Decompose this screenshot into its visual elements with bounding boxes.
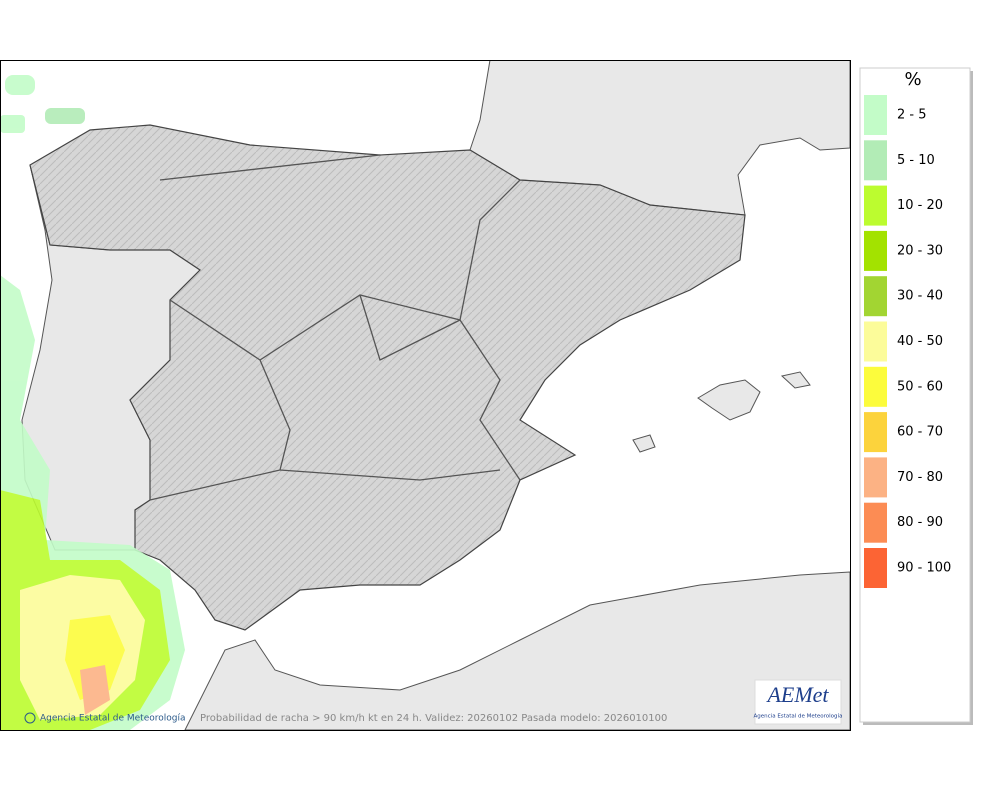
legend-label: 5 - 10 xyxy=(897,153,935,168)
legend-swatch xyxy=(864,321,887,362)
logo-text: AEMet xyxy=(765,682,829,707)
credit: Agencia Estatal de Meteorología xyxy=(40,714,186,724)
legend-swatch xyxy=(864,366,887,407)
region-borders xyxy=(149,154,521,501)
logo: AEMet Agencia Estatal de Meteorología xyxy=(754,679,843,725)
legend-unit: % xyxy=(904,69,921,90)
spain xyxy=(29,124,746,631)
legend-label: 20 - 30 xyxy=(897,243,943,258)
map: Agencia Estatal de Meteorología Probabil… xyxy=(0,60,850,730)
legend-label: 60 - 70 xyxy=(897,425,943,440)
legend-swatch xyxy=(864,185,887,226)
legend-label: 70 - 80 xyxy=(897,470,943,485)
caption: Probabilidad de racha > 90 km/h kt en 24… xyxy=(200,713,667,724)
legend-swatch xyxy=(864,276,887,317)
africa xyxy=(184,571,850,730)
legend-label: 30 - 40 xyxy=(897,289,943,304)
ibiza xyxy=(632,434,656,453)
legend-label: 40 - 50 xyxy=(897,334,943,349)
legend-label: 80 - 90 xyxy=(897,515,943,530)
mallorca xyxy=(697,379,761,421)
probability-field xyxy=(0,75,185,730)
legend-label: 50 - 60 xyxy=(897,379,943,394)
legend-items: 2 - 5 5 - 10 10 - 20 20 - 30 30 - 40 40 - 50 5… xyxy=(864,95,951,588)
menorca xyxy=(780,371,811,389)
legend-swatch xyxy=(864,412,887,453)
legend-swatch xyxy=(864,548,887,588)
legend-swatch xyxy=(864,140,887,181)
legend-swatch xyxy=(864,95,887,135)
legend-label: 90 - 100 xyxy=(897,561,951,576)
logo-subtitle: Agencia Estatal de Meteorología xyxy=(754,713,843,720)
map-frame xyxy=(0,60,851,731)
legend-label: 10 - 20 xyxy=(897,198,943,213)
legend-swatch xyxy=(864,502,887,543)
legend-swatch xyxy=(864,457,887,498)
legend-label: 2 - 5 xyxy=(897,108,927,123)
legend-swatch xyxy=(864,230,887,271)
